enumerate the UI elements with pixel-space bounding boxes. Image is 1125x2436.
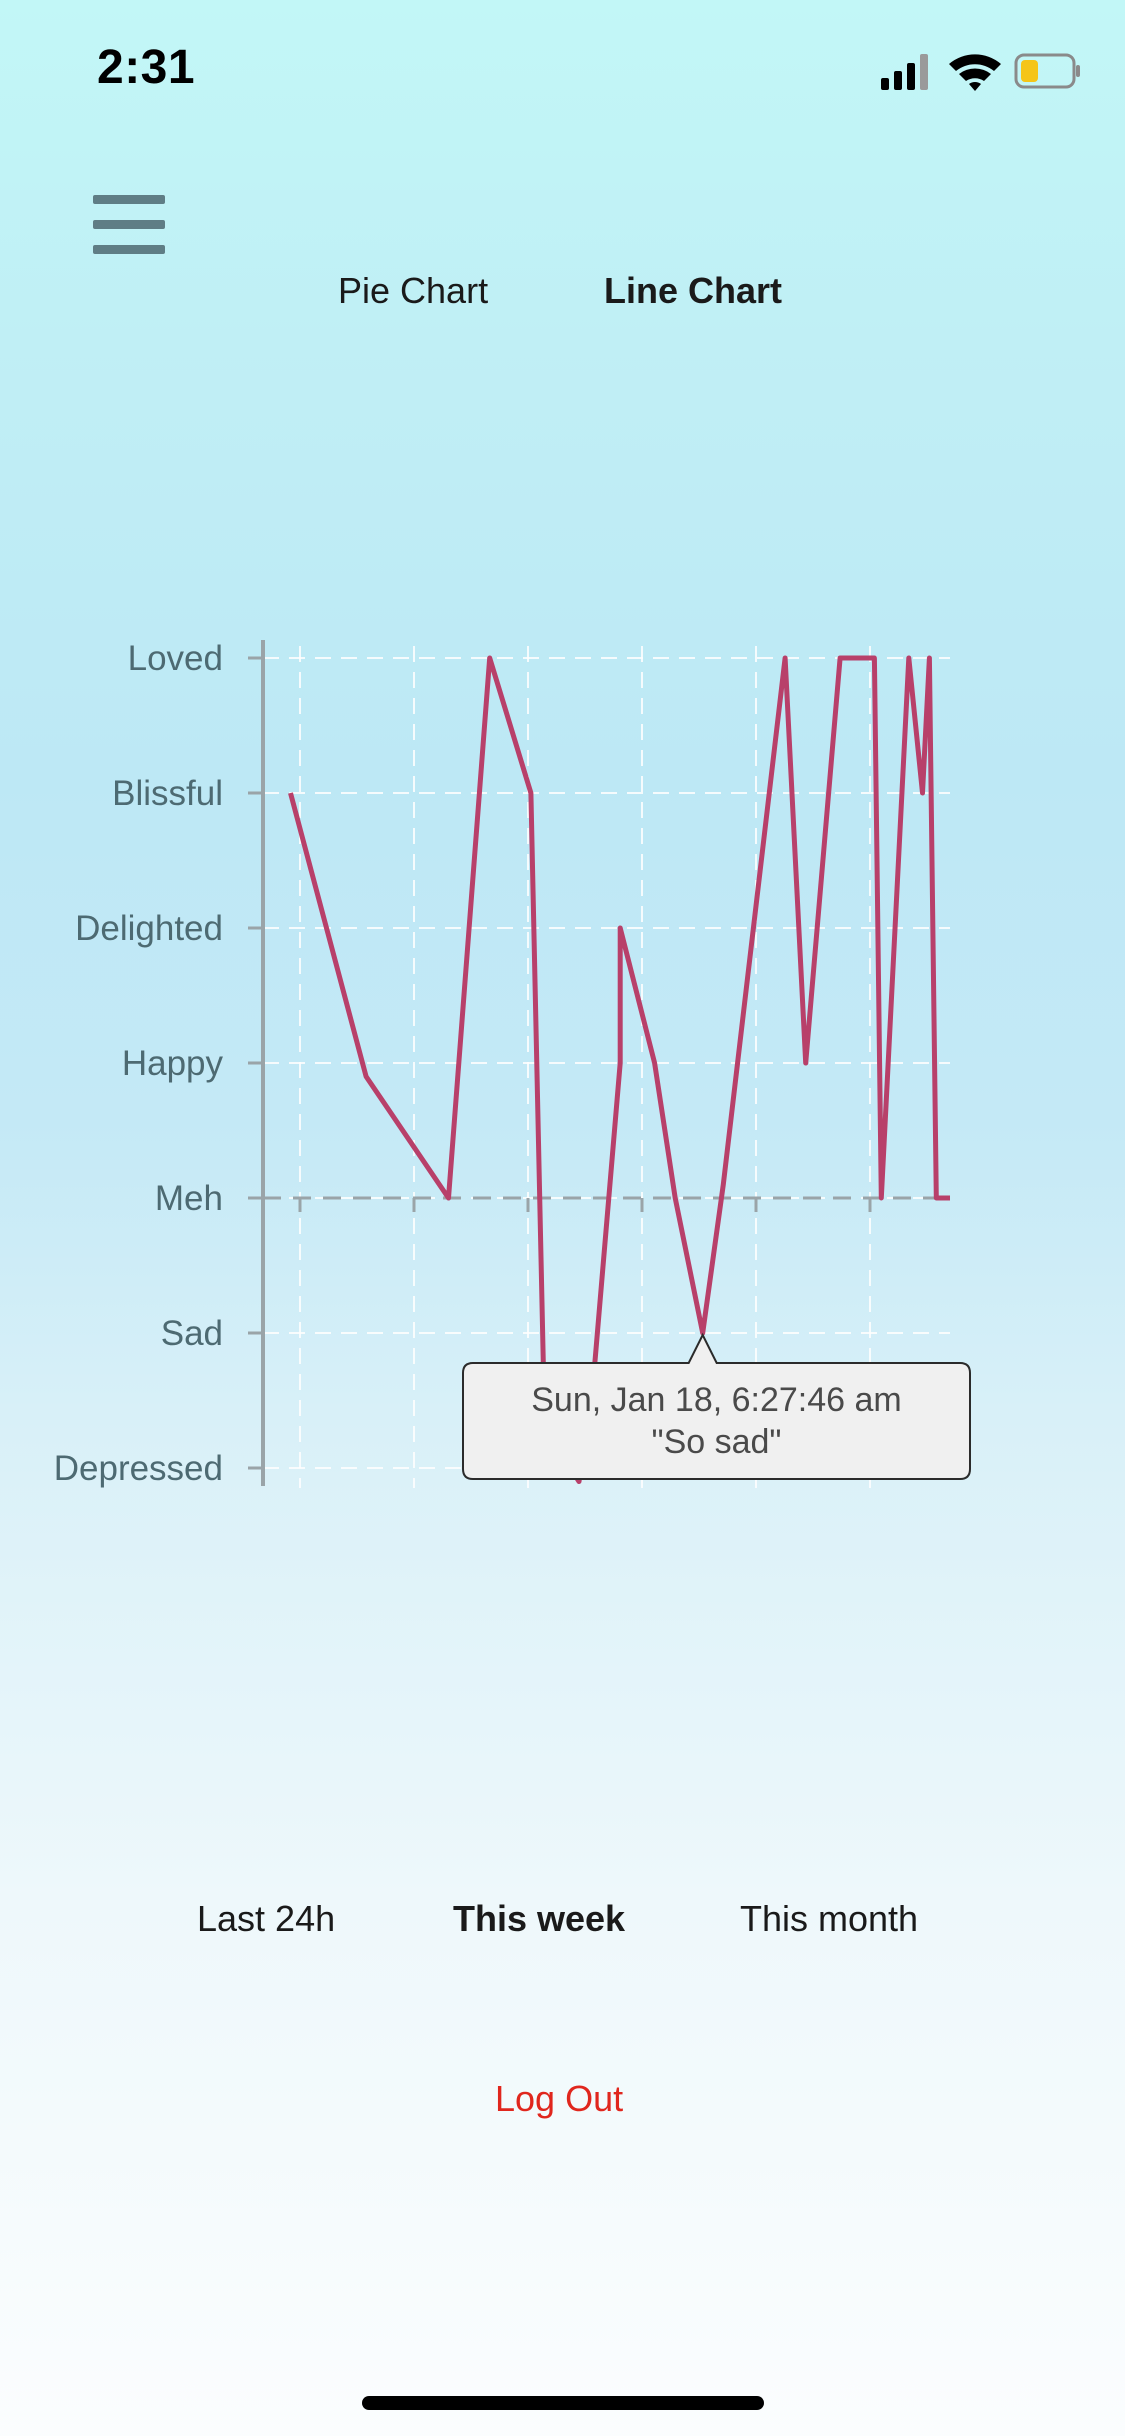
y-axis-label: Sad [161,1314,223,1353]
y-axis-label: Loved [128,639,223,678]
tooltip-note: "So sad" [652,1423,782,1461]
y-axis-label: Delighted [75,909,223,948]
y-axis-label: Happy [122,1044,224,1083]
signal-icon [881,54,928,90]
chart-tooltip: Sun, Jan 18, 6:27:46 am "So sad" [462,1332,971,1480]
y-axis-label: Meh [155,1179,223,1218]
tab-line-chart[interactable]: Line Chart [604,270,783,311]
range-last-24h-button[interactable]: Last 24h [197,1898,336,1939]
status-icons [881,50,1081,99]
wifi-icon [949,54,1001,91]
mood-series-line [288,655,950,1484]
mood-line-chart[interactable]: Depressed Sad Meh Happy Delighted Blissful Lov… [0,600,1125,1500]
y-axis-label: Blissful [112,774,223,813]
range-this-month-button[interactable]: This month [740,1898,919,1939]
hamburger-menu-icon[interactable] [93,195,165,255]
range-this-week-button[interactable]: This week [453,1898,626,1939]
tab-pie-chart[interactable]: Pie Chart [338,270,489,311]
tooltip-date: Sun, Jan 18, 6:27:46 am [531,1381,901,1419]
y-axis-label: Depressed [54,1449,223,1488]
home-indicator [362,2396,764,2410]
status-time: 2:31 [97,41,196,94]
battery-icon [1014,53,1080,89]
logout-button[interactable]: Log Out [495,2078,624,2119]
